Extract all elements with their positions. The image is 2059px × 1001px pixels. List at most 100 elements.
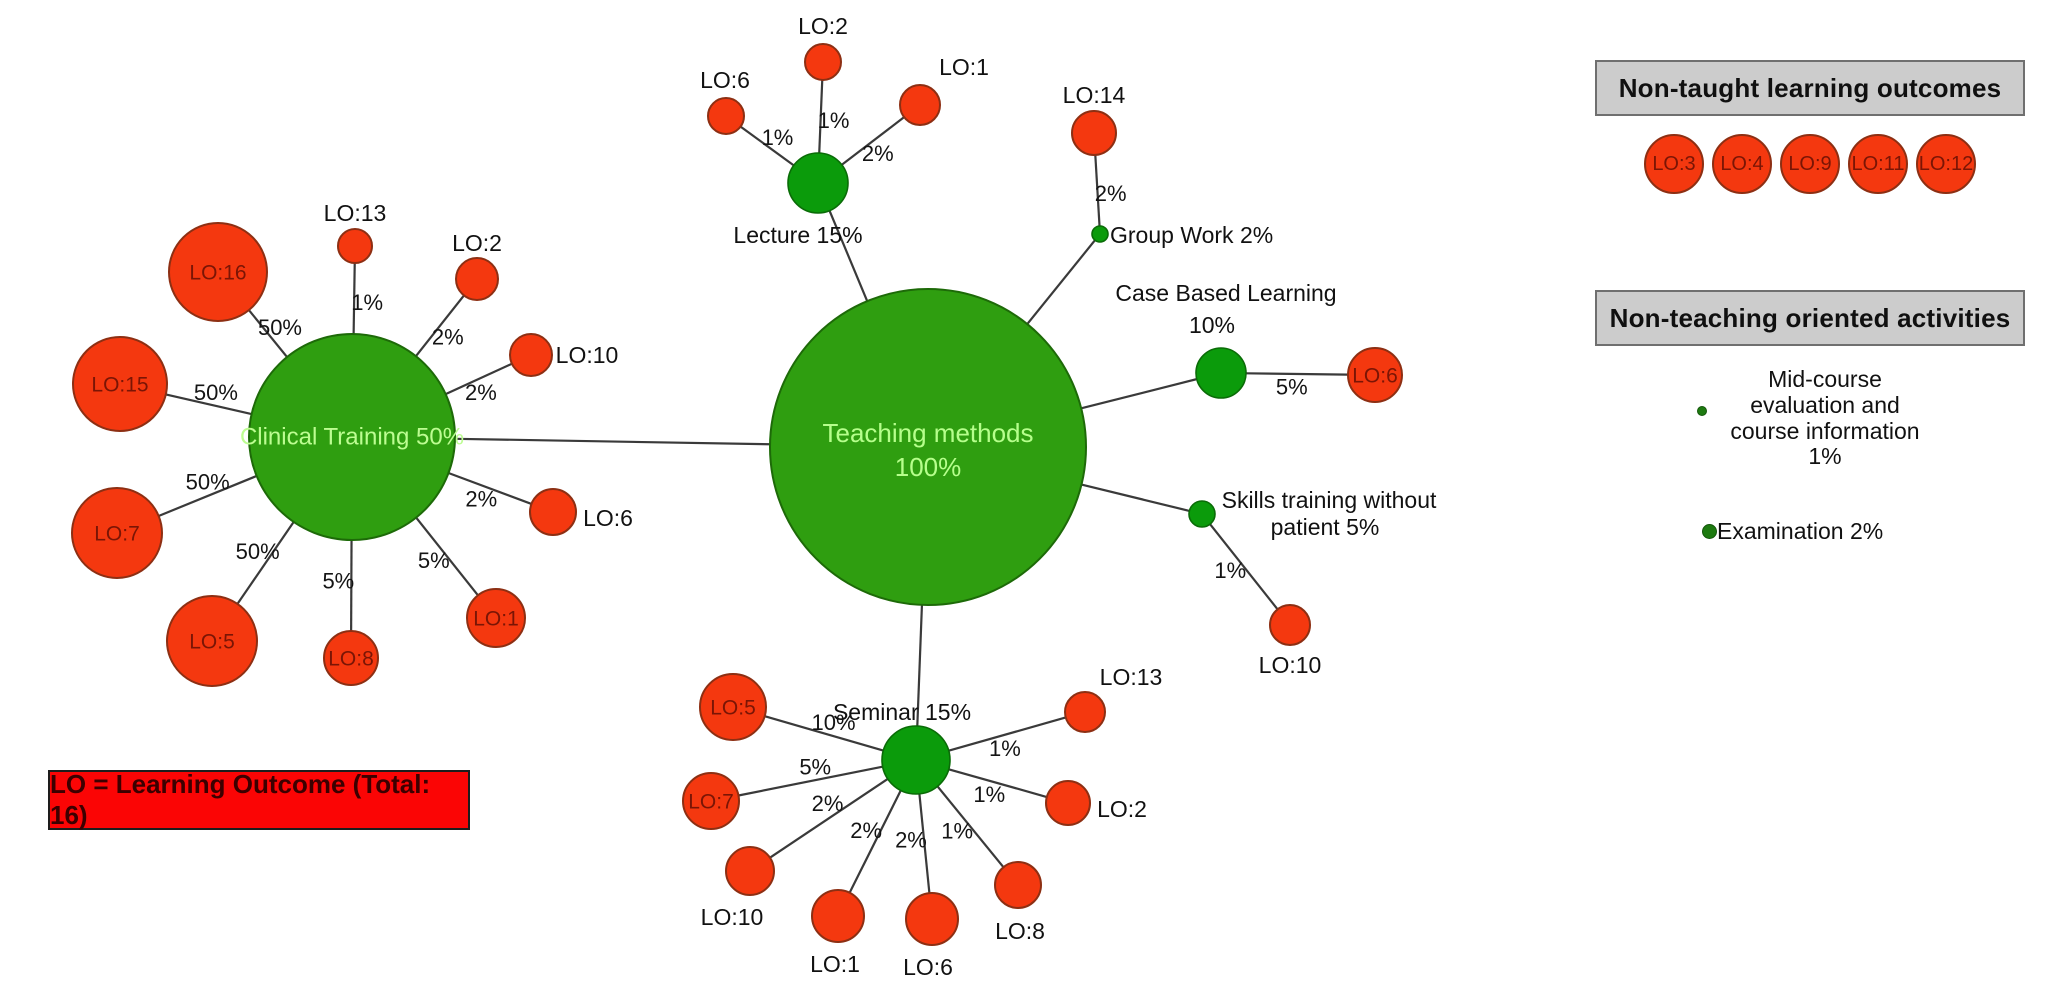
node-lo-lo5[interactable] — [699, 673, 767, 741]
lo-label: LO:6 — [1352, 365, 1398, 388]
examination-label: Examination 2% — [1717, 518, 1884, 544]
edge-hub-to-lecture — [828, 210, 869, 302]
node-lecture[interactable] — [787, 152, 849, 214]
mid-course-evaluation-dot — [1697, 406, 1707, 416]
edge-hub-to-clinical-training — [454, 437, 771, 446]
edge-percent-label: 5% — [322, 568, 354, 593]
node-lo-lo1[interactable] — [466, 588, 526, 648]
node-lo-lo8[interactable] — [323, 630, 379, 686]
legend-non-teaching-title: Non-teaching oriented activities — [1595, 290, 2025, 346]
activity-line: evaluation and — [1750, 391, 1900, 418]
edge-seminar-LO6-4 — [918, 793, 931, 894]
lo-label: LO:2 — [452, 230, 502, 256]
node-lo-lo13[interactable] — [337, 228, 373, 264]
activity-line: course information — [1730, 417, 1920, 444]
label-case-based-learning: Case Based Learning — [1115, 280, 1336, 306]
edge-percent-label: 2% — [862, 141, 894, 166]
node-case-based-learning[interactable] — [1195, 347, 1247, 399]
edge-clinical-training-LO2-5 — [415, 294, 465, 357]
edge-percent-label: 1% — [818, 108, 850, 133]
non-taught-lo-chip: LO:4 — [1712, 134, 1772, 194]
node-lo-lo10[interactable] — [509, 333, 553, 377]
edge-seminar-LO10-2 — [769, 777, 889, 859]
node-seminar[interactable] — [881, 725, 951, 795]
node-lo-lo2[interactable] — [1045, 780, 1091, 826]
label-lecture: Lecture 15% — [733, 222, 862, 248]
node-clinical-training[interactable] — [248, 333, 456, 541]
node-lo-lo6[interactable] — [529, 488, 577, 536]
node-lo-lo2[interactable] — [804, 43, 842, 81]
non-taught-lo-chip: LO:9 — [1780, 134, 1840, 194]
edge-lecture-LO2-1 — [818, 79, 824, 154]
label-skills-training-value: patient 5% — [1271, 514, 1380, 540]
node-skills-training-without-patient[interactable] — [1188, 500, 1216, 528]
edge-percent-label: 10% — [812, 710, 856, 735]
edge-percent-label: 5% — [799, 754, 831, 779]
edge-seminar-LO8-5 — [936, 785, 1005, 868]
node-lo-lo13[interactable] — [1064, 691, 1106, 733]
node-lo-lo8[interactable] — [994, 861, 1042, 909]
edge-percent-label: 50% — [194, 380, 238, 405]
lo-label: LO:2 — [798, 13, 848, 39]
node-lo-lo7[interactable] — [71, 487, 163, 579]
edge-percent-label: 5% — [418, 548, 450, 573]
edge-percent-label: 2% — [812, 791, 844, 816]
edge-percent-label: 50% — [186, 469, 230, 494]
lo-label: LO:1 — [939, 54, 989, 80]
node-layer — [71, 43, 1403, 946]
node-lo-lo16[interactable] — [168, 222, 268, 322]
edge-group-work-LO14-0 — [1094, 154, 1101, 227]
lo-label: LO:7 — [94, 523, 140, 546]
node-lo-lo15[interactable] — [72, 336, 168, 432]
node-lo-lo6[interactable] — [905, 892, 959, 946]
edge-hub-to-case-based-learning — [1080, 378, 1198, 410]
lo-label: LO:7 — [688, 791, 734, 814]
node-lo-lo1[interactable] — [899, 84, 941, 126]
edge-clinical-training-LO16-0 — [248, 309, 288, 358]
lo-label: LO:1 — [473, 608, 519, 631]
node-lo-lo10[interactable] — [1269, 604, 1311, 646]
legend-non-taught: Non-taught learning outcomes LO:3 LO:4 LO:… — [1595, 60, 2025, 194]
edge-clinical-training-LO7-2 — [158, 474, 258, 518]
edge-percent-label: 2% — [465, 487, 497, 512]
edge-seminar-LO1-3 — [848, 789, 902, 894]
label-clinical-training: Clinical Training 50% — [240, 424, 464, 451]
node-lo-lo1[interactable] — [811, 889, 865, 943]
node-lo-lo10[interactable] — [725, 846, 775, 896]
lo-label: LO:8 — [328, 648, 374, 671]
lo-label: LO:14 — [1063, 82, 1126, 108]
label-skills-training: Skills training without — [1222, 487, 1437, 513]
node-group-work[interactable] — [1091, 225, 1109, 243]
edge-seminar-LO5-0 — [764, 715, 884, 752]
lo-label: LO:5 — [710, 697, 756, 720]
node-lo-lo14[interactable] — [1071, 110, 1117, 156]
edge-hub-to-seminar — [916, 604, 924, 727]
lo-label: LO:5 — [189, 631, 235, 654]
node-lo-lo2[interactable] — [455, 257, 499, 301]
node-lo-lo5[interactable] — [166, 595, 258, 687]
edge-clinical-training-LO6-7 — [448, 471, 532, 505]
lo-label: LO:8 — [995, 918, 1045, 944]
node-lo-lo6[interactable] — [1347, 347, 1403, 403]
activity-line: Mid-course — [1768, 366, 1882, 392]
node-lo-lo7[interactable] — [682, 772, 740, 830]
lo-label: LO:2 — [1097, 796, 1147, 822]
edge-clinical-training-LO10-6 — [445, 362, 513, 396]
edge-percent-label: 2% — [1095, 181, 1127, 206]
node-lo-lo6[interactable] — [707, 97, 745, 135]
edge-seminar-LO13-7 — [948, 716, 1067, 752]
edge-layer — [158, 79, 1349, 894]
legend-non-taught-chips: LO:3 LO:4 LO:9 LO:11 LO:12 — [1595, 134, 2025, 194]
edge-percent-label: 50% — [236, 539, 280, 564]
lo-label: LO:10 — [701, 904, 764, 930]
mid-course-evaluation-label: Mid-course evaluation and course informa… — [1700, 366, 1950, 470]
edge-percent-label: 1% — [762, 125, 794, 150]
label-layer: 50%50%50%50%1%2%2%2%5%5%1%1%2%2%5%1%10%5… — [91, 13, 1437, 980]
edge-percent-label: 1% — [941, 818, 973, 843]
label-seminar: Seminar 15% — [833, 699, 971, 725]
node-teaching-methods[interactable] — [769, 288, 1087, 606]
lo-label: LO:6 — [700, 67, 750, 93]
lo-label: LO:10 — [556, 342, 619, 368]
edge-percent-label: 1% — [989, 736, 1021, 761]
